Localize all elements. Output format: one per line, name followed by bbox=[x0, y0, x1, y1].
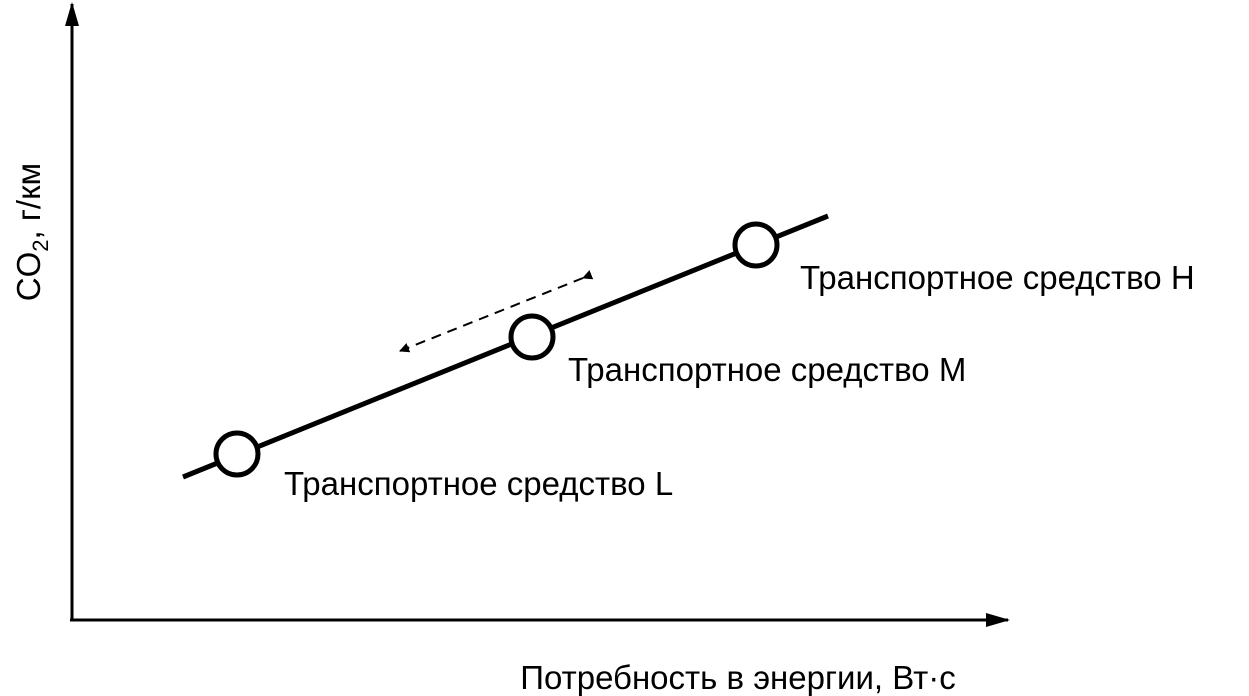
node-circle bbox=[213, 430, 261, 478]
x-axis-label: Потребность в энергии, Вт·с bbox=[520, 659, 955, 696]
node-label: Транспортное средство L bbox=[284, 465, 673, 502]
y-label-main: CO bbox=[10, 252, 47, 302]
trend-line bbox=[182, 213, 829, 480]
node-label: Транспортное средство M bbox=[568, 351, 966, 388]
shift-arrow bbox=[399, 270, 594, 353]
node-circle bbox=[508, 313, 556, 361]
y-axis-label: CO2, г/км bbox=[10, 163, 53, 301]
node-label: Транспортное средство H bbox=[800, 259, 1195, 296]
y-label-rest: , г/км bbox=[10, 163, 47, 240]
node-circle bbox=[732, 221, 780, 269]
y-label-subscript: 2 bbox=[28, 239, 53, 251]
